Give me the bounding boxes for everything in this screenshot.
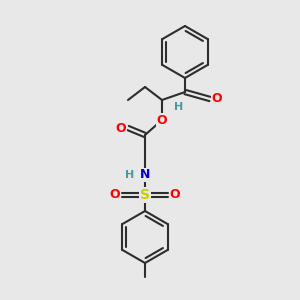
- Text: O: O: [212, 92, 222, 106]
- Text: O: O: [116, 122, 126, 134]
- Text: N: N: [140, 169, 150, 182]
- Text: H: H: [125, 170, 135, 180]
- Text: O: O: [110, 188, 120, 202]
- Text: S: S: [140, 188, 150, 202]
- Text: H: H: [174, 102, 184, 112]
- Text: O: O: [157, 113, 167, 127]
- Text: O: O: [170, 188, 180, 202]
